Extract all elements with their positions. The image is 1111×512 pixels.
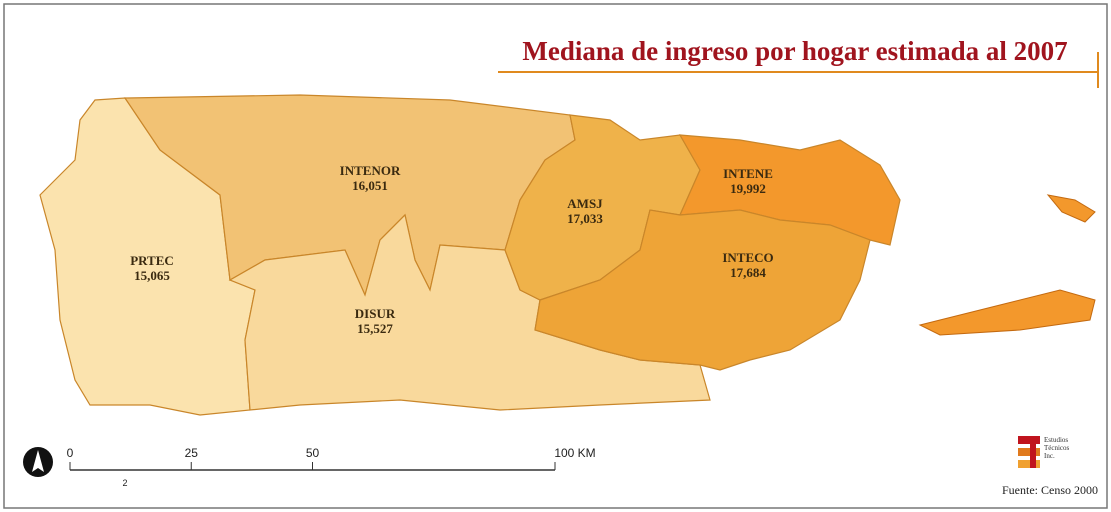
scale-sublabel: 2 [122,478,127,488]
logo-text-box: Estudios Técnicos Inc. [1044,436,1070,460]
source: Fuente: Censo 2000 [1002,483,1098,497]
regions [39,94,901,416]
region-name: INTECO [722,250,773,265]
scale-label: 50 [306,446,320,460]
scale-label: 0 [67,446,74,460]
region-value: 19,992 [730,181,766,196]
region-value: 17,033 [567,211,603,226]
vieques [918,289,1096,336]
region-value: 16,051 [352,178,388,193]
logo-text: Estudios Técnicos Inc. [1044,436,1070,460]
labels: PRTEC15,065INTENOR16,051DISUR15,527AMSJ1… [130,163,773,336]
scale-label: 100 KM [554,446,595,460]
region-value: 15,065 [134,268,170,283]
region-value: 15,527 [357,321,393,336]
region-value: 17,684 [730,265,766,280]
scale-label: 25 [185,446,199,460]
region-name: DISUR [355,306,396,321]
region [534,209,871,371]
region-name: INTENE [723,166,773,181]
logo-mark [1018,436,1040,468]
culebra [1046,194,1096,223]
region-name: AMSJ [567,196,603,211]
title: Mediana de ingreso por hogar estimada al… [522,36,1067,66]
region-name: PRTEC [130,253,174,268]
region-name: INTENOR [340,163,401,178]
north-arrow [23,447,53,477]
scale-bar: 0 25 50 100 KM 2 [67,446,596,488]
